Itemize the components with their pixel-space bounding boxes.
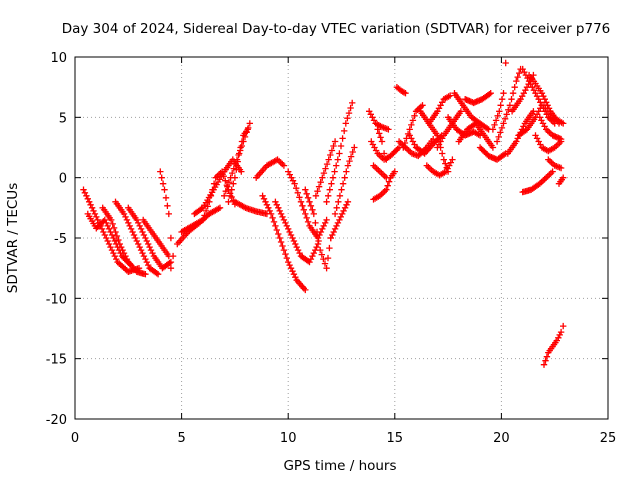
satellite-track-points	[425, 92, 454, 127]
satellite-track-points	[140, 216, 172, 260]
satellite-track-points	[451, 90, 492, 133]
x-tick-label: 5	[177, 431, 185, 446]
satellite-track-points	[519, 168, 556, 196]
satellite-track-points	[476, 144, 509, 163]
satellite-track-points	[157, 168, 177, 272]
y-tick-label: -5	[54, 232, 67, 247]
satellite-track-points	[545, 156, 567, 187]
satellite-track-points	[272, 198, 322, 266]
data-points	[80, 59, 567, 368]
satellite-track-points	[393, 84, 409, 97]
y-tick-label: 5	[59, 111, 67, 126]
satellite-track-points	[112, 198, 162, 278]
satellite-track-points	[493, 65, 524, 145]
y-tick-label: -10	[46, 292, 67, 307]
satellite-track-points	[455, 120, 497, 151]
satellite-track-points	[423, 156, 456, 179]
satellite-track-points	[231, 198, 271, 218]
x-axis-title: GPS time / hours	[283, 458, 396, 474]
y-tick-label: 0	[59, 172, 67, 187]
x-tick-label: 0	[71, 431, 79, 446]
satellite-track-points	[259, 192, 309, 294]
x-tick-label: 10	[280, 431, 297, 446]
satellite-track-points	[540, 102, 567, 127]
satellite-track-points	[406, 132, 445, 157]
satellite-track-points	[285, 168, 330, 242]
satellite-track-points	[191, 156, 245, 218]
x-tick-label: 15	[387, 431, 404, 446]
satellite-track-points	[400, 102, 426, 151]
satellite-track-points	[331, 144, 358, 218]
axis-ticks: 0 5 10 15 20 25 -20 -15 -10 -5 0 5 10	[46, 51, 617, 446]
satellite-track-points	[366, 108, 392, 133]
satellite-track-points	[370, 162, 390, 181]
satellite-track-points	[99, 204, 149, 278]
satellite-track-points	[225, 126, 251, 205]
satellite-track-points	[84, 210, 134, 268]
y-tick-label: -20	[46, 413, 67, 428]
x-tick-label: 20	[493, 431, 510, 446]
satellite-track-points	[462, 90, 494, 107]
satellite-track-points	[370, 168, 398, 203]
y-tick-label: -15	[46, 353, 67, 368]
y-axis-title: SDTVAR / TECUs	[5, 183, 21, 293]
chart-title: Day 304 of 2024, Sidereal Day-to-day VTE…	[62, 21, 611, 37]
x-tick-label: 25	[600, 431, 617, 446]
y-tick-label: 10	[50, 51, 67, 66]
satellite-track-points	[327, 198, 352, 242]
satellite-track-points	[368, 138, 403, 163]
satellite-track-points	[125, 204, 175, 272]
satellite-track-points	[532, 132, 565, 155]
satellite-track-points	[312, 138, 339, 199]
satellite-track-points	[253, 156, 288, 181]
satellite-track-points	[302, 186, 334, 272]
satellite-track-points	[540, 322, 567, 368]
satellite-track-points	[536, 114, 565, 143]
satellite-track-points	[489, 59, 509, 133]
satellite-track-points	[323, 99, 356, 205]
grid-lines	[75, 57, 608, 419]
